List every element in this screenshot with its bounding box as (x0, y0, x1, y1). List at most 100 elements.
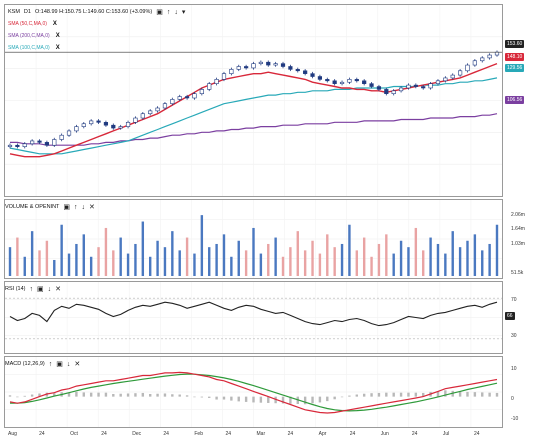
price-panel[interactable] (4, 4, 503, 197)
candle-body (103, 122, 109, 126)
volume-bar (473, 234, 477, 276)
macd-histogram-bar (16, 396, 19, 398)
x-axis-label: Feb (194, 431, 203, 437)
volume-bar (422, 250, 425, 276)
macd-histogram-bar (488, 392, 491, 397)
macd-histogram-bar (89, 392, 93, 397)
candle-body (384, 89, 389, 94)
volume-bar (407, 247, 410, 276)
candle-body (494, 51, 500, 56)
macd-axis-tick: 10 (511, 366, 517, 372)
macd-histogram-bar (281, 396, 285, 404)
macd-histogram-bar (495, 392, 499, 397)
macd-histogram-bar (348, 395, 351, 397)
volume-bar (30, 231, 34, 276)
panel-settings-icon[interactable]: ▣ (63, 204, 71, 211)
move-down-icon[interactable]: ↓ (81, 203, 86, 211)
candle-body (317, 76, 323, 80)
macd-histogram-bar (178, 394, 181, 397)
symbol-label: KSM (8, 9, 20, 15)
move-down-icon[interactable]: ↓ (66, 360, 71, 368)
macd-histogram-bar (104, 392, 108, 397)
move-up-icon[interactable]: ↑ (74, 203, 78, 211)
candle-body (155, 107, 160, 112)
candle-body (251, 63, 256, 69)
macd-header: MACD (12,26,9) ↑ ▣ ↓ ✕ (5, 360, 81, 369)
move-down-icon[interactable]: ↓ (174, 8, 178, 16)
price-tag-sma100: 129.56 (505, 64, 525, 72)
remove-indicator-icon[interactable]: X (55, 33, 60, 39)
macd-histogram-bar (134, 393, 137, 397)
macd-histogram-bar (385, 392, 388, 397)
panel-settings-icon[interactable]: ▣ (156, 9, 163, 16)
volume-bar (466, 240, 469, 276)
macd-histogram-bar (171, 394, 174, 397)
macd-histogram-bar (230, 396, 233, 401)
volume-bar (370, 256, 373, 276)
volume-bar (97, 247, 100, 276)
close-panel-icon[interactable]: ✕ (55, 286, 61, 293)
volume-panel[interactable] (4, 199, 503, 279)
volume-bar (126, 253, 130, 276)
remove-indicator-icon[interactable]: X (52, 21, 57, 27)
candle-body (221, 73, 227, 80)
panel-settings-icon[interactable]: ▣ (56, 361, 63, 368)
volume-bar (289, 247, 292, 276)
panel-settings-icon[interactable]: ▣ (36, 286, 44, 293)
macd-histogram-bar (436, 391, 440, 397)
macd-histogram-bar (148, 394, 152, 397)
macd-histogram-bar (244, 396, 248, 402)
macd-histogram-bar (407, 392, 410, 397)
x-axis-label: Dec (132, 431, 142, 437)
macd-histogram-bar (362, 393, 366, 397)
candle-body (133, 117, 138, 123)
macd-histogram-bar (45, 392, 49, 397)
volume-bar (414, 227, 418, 276)
candle-body (273, 63, 278, 66)
indicator-label: SMA (100,C,MA,0) (8, 45, 50, 51)
macd-histogram-bar (340, 396, 344, 398)
candle-body (339, 81, 345, 84)
candle-body (472, 60, 477, 66)
rsi-panel[interactable] (4, 281, 503, 354)
macd-panel[interactable] (4, 356, 503, 428)
volume-bar (82, 234, 85, 276)
volume-bar (399, 240, 403, 276)
indicator-legend-sma50[interactable]: SMA (50,C,MA,0) X (8, 21, 57, 27)
volume-bar (495, 224, 499, 276)
volume-bar (185, 237, 189, 276)
indicator-legend-sma200[interactable]: SMA (200,C,MA,0) X (8, 33, 60, 39)
candle-body (37, 140, 42, 143)
move-up-icon[interactable]: ↑ (48, 360, 53, 368)
move-up-icon[interactable]: ↑ (166, 8, 171, 16)
indicator-legend-sma100[interactable]: SMA (100,C,MA,0) X (8, 45, 60, 51)
macd-histogram-bar (141, 392, 145, 397)
candle-body (170, 99, 175, 105)
move-down-icon[interactable]: ↓ (47, 285, 52, 293)
volume-axis-tick: 2.06m (511, 212, 525, 218)
volume-bar (104, 227, 108, 276)
close-panel-icon[interactable]: ✕ (89, 204, 95, 211)
volume-bar (119, 237, 122, 276)
candle-body (295, 69, 300, 72)
move-up-icon[interactable]: ↑ (29, 285, 33, 293)
candle-body (354, 79, 359, 82)
volume-bar (377, 243, 381, 276)
macd-histogram-bar (399, 392, 403, 397)
volume-bar (348, 224, 351, 276)
macd-histogram-bar (67, 392, 71, 397)
macd-histogram-bar (326, 396, 329, 402)
remove-indicator-icon[interactable]: X (55, 45, 60, 51)
indicator-label: SMA (200,C,MA,0) (8, 33, 50, 39)
candle-body (7, 144, 13, 147)
candle-body (406, 84, 411, 89)
volume-axis-tick: 1.64m (511, 226, 525, 232)
dropdown-chevron-icon[interactable]: ▾ (181, 9, 186, 16)
macd-histogram-bar (112, 394, 115, 397)
volume-bar (311, 240, 314, 276)
macd-histogram-bar (23, 395, 26, 397)
macd-histogram-bar (8, 395, 12, 397)
rsi-axis-tick: 30 (511, 333, 517, 339)
macd-histogram-bar (200, 396, 204, 398)
close-panel-icon[interactable]: ✕ (74, 361, 81, 368)
